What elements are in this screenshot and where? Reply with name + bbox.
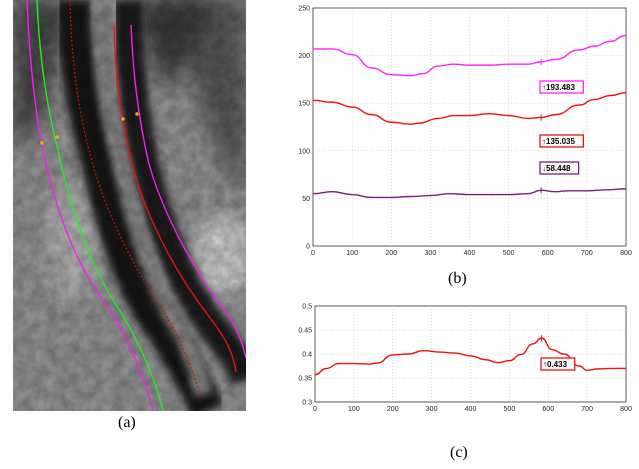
annotation-marker — [538, 114, 545, 121]
y-tick-label: 0.35 — [298, 376, 312, 383]
x-tick-label: 300 — [425, 250, 437, 257]
annotation-label: ↑135.035 — [542, 137, 575, 146]
red-dashed-centerline — [69, 0, 201, 396]
annotation-marker — [538, 58, 545, 65]
series-line-2 — [312, 188, 627, 199]
caption-c: (c) — [450, 444, 468, 461]
x-tick-label: 700 — [581, 250, 593, 257]
marker-point-3 — [121, 117, 125, 121]
y-tick-label: 250 — [298, 6, 310, 13]
x-tick-label: 400 — [465, 406, 477, 413]
y-tick-label: 0 — [306, 244, 310, 251]
image-texture — [13, 0, 246, 411]
x-tick-label: 700 — [581, 406, 593, 413]
x-tick-label: 800 — [620, 406, 632, 413]
x-tick-label: 200 — [385, 250, 397, 257]
y-tick-label: 150 — [298, 101, 310, 108]
y-tick-label: 0.45 — [298, 328, 312, 335]
caption-b: (b) — [448, 270, 467, 287]
x-tick-label: 600 — [542, 250, 554, 257]
magenta-boundary-left — [26, 0, 154, 411]
red-boundary-right — [113, 24, 237, 373]
x-tick-label: 300 — [426, 406, 438, 413]
x-tick-label: 600 — [542, 406, 554, 413]
annotation-box — [539, 80, 585, 94]
marker-point-1 — [40, 141, 44, 145]
x-tick-label: 400 — [464, 250, 476, 257]
annotation-label: ↑0.433 — [543, 360, 568, 369]
y-tick-label: 100 — [298, 148, 310, 155]
x-tick-label: 100 — [346, 250, 358, 257]
y-tick-label: 200 — [298, 53, 310, 60]
y-tick-label: 0.4 — [302, 352, 312, 359]
series-line-0 — [313, 34, 627, 77]
annotation-box — [540, 357, 576, 371]
marker-point-4 — [135, 112, 139, 116]
x-tick-label: 200 — [387, 406, 399, 413]
annotation-box — [539, 134, 585, 148]
x-tick-label: 0 — [311, 250, 315, 257]
magenta-boundary-right — [130, 24, 246, 359]
marker-point-2 — [55, 135, 59, 139]
caption-a: (a) — [118, 414, 136, 431]
y-tick-label: 0.5 — [302, 304, 312, 311]
annotation-marker — [538, 187, 545, 194]
series-line-1 — [312, 92, 627, 125]
green-boundary — [36, 0, 164, 411]
y-tick-label: 50 — [302, 196, 310, 203]
x-tick-label: 500 — [504, 406, 516, 413]
x-tick-label: 0 — [313, 406, 317, 413]
vessel-image-panel — [13, 0, 246, 411]
annotation-marker — [538, 335, 545, 342]
annotation-label: ↑193.483 — [542, 83, 575, 92]
y-tick-label: 0.3 — [302, 400, 312, 407]
x-tick-label: 100 — [348, 406, 360, 413]
series-line-0 — [314, 337, 626, 376]
x-tick-label: 800 — [620, 250, 632, 257]
annotation-label: ↓58.448 — [542, 164, 571, 173]
annotation-box — [539, 161, 580, 175]
x-tick-label: 500 — [503, 250, 515, 257]
